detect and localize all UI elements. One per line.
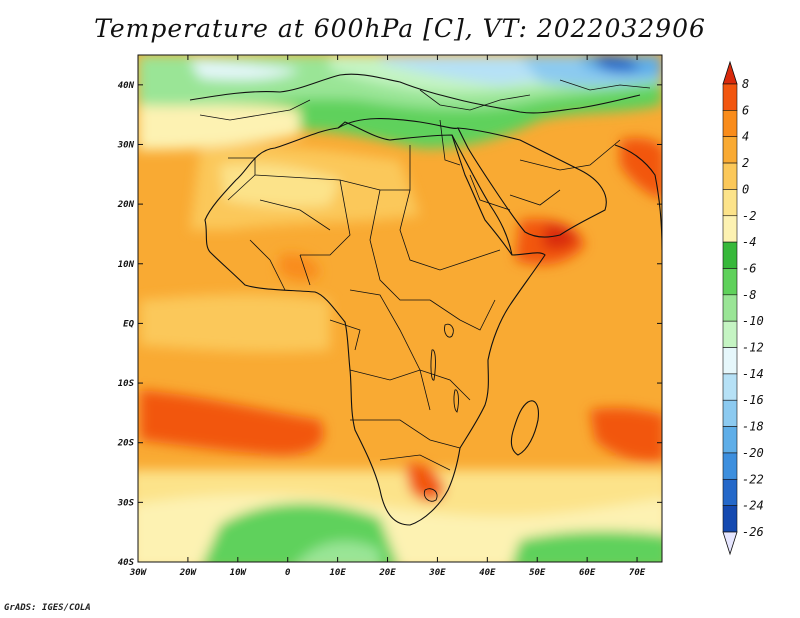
colorbar-swatch bbox=[722, 452, 738, 480]
colorbar-swatch bbox=[722, 505, 738, 533]
lon-tick-label: 30W bbox=[129, 568, 148, 578]
india-coastline bbox=[614, 144, 662, 251]
grads-credit: GrADS: IGES/COLA bbox=[4, 603, 91, 613]
colorbar-label: -12 bbox=[742, 341, 764, 355]
lat-tick-label: 40S bbox=[118, 558, 135, 568]
colorbar-label: -2 bbox=[742, 209, 756, 223]
colorbar-swatch bbox=[722, 215, 738, 243]
colorbar-label: -20 bbox=[742, 446, 764, 460]
lat-tick-label: 30N bbox=[117, 140, 135, 150]
colorbar-swatch bbox=[722, 110, 738, 138]
red-sea-coast bbox=[451, 134, 513, 256]
colorbar-swatch bbox=[722, 320, 738, 348]
colorbar-label: 4 bbox=[742, 130, 749, 144]
map-frame bbox=[137, 54, 663, 563]
lon-tick-label: 70E bbox=[629, 568, 646, 578]
lon-tick-label: 0 bbox=[285, 568, 291, 578]
colorbar-label: -14 bbox=[742, 367, 764, 381]
colorbar-swatch bbox=[722, 294, 738, 322]
colorbar-swatch bbox=[722, 136, 738, 164]
colorbar: 8 6 4 2 0 -2 -4 -6 -8 -10 -12 -14 -16 -18 -20 -22 -24 -26 bbox=[722, 60, 764, 556]
lon-tick-label: 20E bbox=[378, 568, 396, 578]
temperature-field bbox=[138, 55, 662, 562]
colorbar-label: -6 bbox=[742, 261, 756, 275]
colorbar-label: -10 bbox=[742, 314, 764, 328]
colorbar-label: 6 bbox=[742, 103, 749, 117]
lon-tick-label: 40E bbox=[479, 568, 496, 578]
lat-tick-label: 20N bbox=[117, 200, 135, 210]
colorbar-swatch bbox=[722, 268, 738, 296]
colorbar-label: -8 bbox=[742, 288, 756, 302]
lat-tick-label: 10N bbox=[118, 260, 135, 270]
colorbar-swatch bbox=[722, 347, 738, 375]
coastline-and-borders bbox=[189, 73, 662, 526]
colorbar-label: 2 bbox=[742, 156, 749, 170]
colorbar-label: -22 bbox=[742, 472, 764, 486]
colorbar-label: -18 bbox=[742, 420, 764, 434]
colorbar-label: -24 bbox=[742, 499, 764, 513]
arabia-coastline bbox=[457, 127, 607, 238]
lon-tick-label: 50E bbox=[529, 568, 546, 578]
colorbar-swatch bbox=[722, 399, 738, 427]
lat-tick-label: 30S bbox=[117, 498, 135, 508]
mediterranean-coast bbox=[337, 118, 459, 129]
lat-tick-label: EQ bbox=[123, 319, 134, 329]
colorbar-arrow-bottom bbox=[722, 531, 738, 556]
colorbar-swatch bbox=[722, 478, 738, 506]
lon-tick-label: 10E bbox=[329, 568, 346, 578]
madagascar-coastline bbox=[510, 400, 539, 456]
lat-tick-label: 20S bbox=[117, 439, 135, 449]
colorbar-label: -16 bbox=[742, 393, 764, 407]
colorbar-swatch bbox=[722, 241, 738, 269]
country-borders bbox=[199, 79, 651, 471]
africa-coastline bbox=[204, 121, 546, 526]
colorbar-swatch bbox=[722, 83, 738, 111]
lon-tick-label: 10W bbox=[230, 568, 248, 578]
colorbar-label: -26 bbox=[742, 525, 764, 539]
lon-tick-label: 60E bbox=[579, 568, 596, 578]
lakes bbox=[423, 323, 459, 502]
colorbar-arrow-top bbox=[722, 60, 738, 85]
lat-tick-label: 40N bbox=[118, 81, 135, 91]
axis-ticks: 30W 20W 10W 0 10E 20E 30E 40E 50E 60E 70E 40N 30N 20N… bbox=[117, 55, 662, 578]
colorbar-label: 0 bbox=[742, 182, 749, 196]
colorbar-label: -4 bbox=[742, 235, 756, 249]
colorbar-swatch bbox=[722, 373, 738, 401]
lon-tick-label: 20W bbox=[179, 568, 198, 578]
colorbar-swatch bbox=[722, 189, 738, 217]
colorbar-swatch bbox=[722, 162, 738, 190]
colorbar-label: 8 bbox=[742, 77, 749, 91]
lon-tick-label: 30E bbox=[428, 568, 446, 578]
map-title: Temperature at 600hPa [C], VT: 202203290… bbox=[94, 14, 706, 43]
europe-coastline bbox=[189, 73, 641, 114]
lat-tick-label: 10S bbox=[118, 379, 135, 389]
colorbar-swatch bbox=[722, 426, 738, 454]
